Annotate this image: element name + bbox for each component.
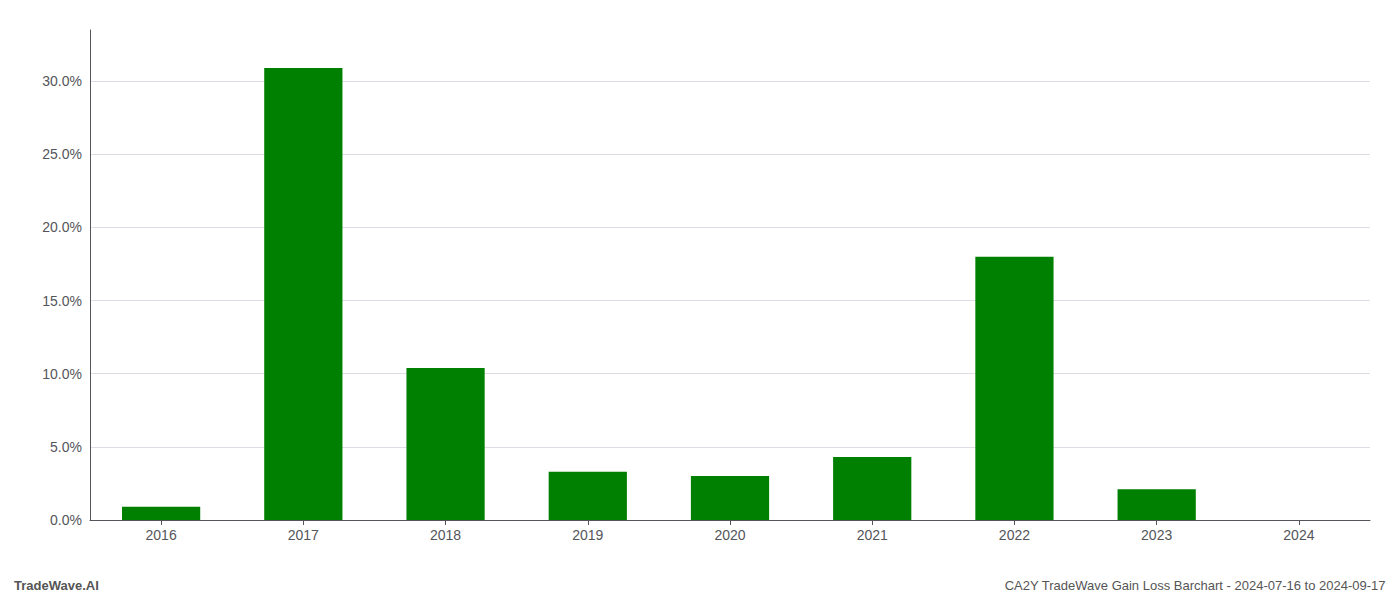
svg-text:15.0%: 15.0%: [42, 293, 82, 309]
svg-text:2023: 2023: [1141, 527, 1172, 543]
svg-text:5.0%: 5.0%: [50, 439, 82, 455]
svg-text:2024: 2024: [1283, 527, 1314, 543]
svg-text:2021: 2021: [857, 527, 888, 543]
svg-text:30.0%: 30.0%: [42, 73, 82, 89]
svg-text:CA2Y TradeWave Gain Loss Barch: CA2Y TradeWave Gain Loss Barchart - 2024…: [1005, 578, 1386, 593]
svg-text:2016: 2016: [146, 527, 177, 543]
svg-text:2017: 2017: [288, 527, 319, 543]
svg-text:25.0%: 25.0%: [42, 146, 82, 162]
svg-text:TradeWave.AI: TradeWave.AI: [14, 578, 99, 593]
svg-text:2022: 2022: [999, 527, 1030, 543]
svg-text:0.0%: 0.0%: [50, 512, 82, 528]
svg-text:20.0%: 20.0%: [42, 219, 82, 235]
svg-text:2018: 2018: [430, 527, 461, 543]
svg-text:2019: 2019: [572, 527, 603, 543]
svg-text:10.0%: 10.0%: [42, 366, 82, 382]
svg-text:2020: 2020: [714, 527, 745, 543]
